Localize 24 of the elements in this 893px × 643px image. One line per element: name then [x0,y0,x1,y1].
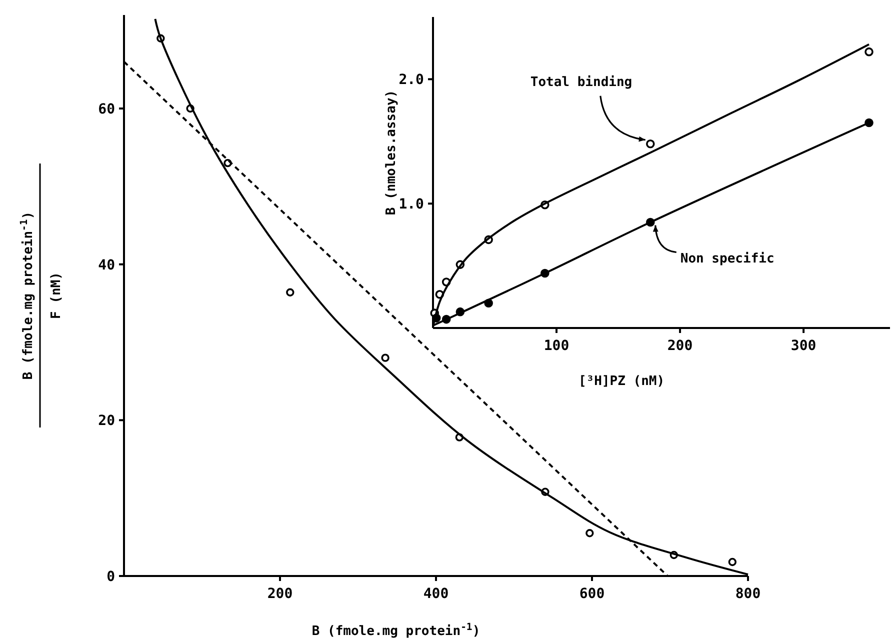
x-axis-title: [³H]PZ (nM) [578,374,665,389]
x-axis-title: B (fmole.mg protein$^{-1}$) [312,622,480,639]
x-tick-label: 200 [667,338,693,354]
annotation: Non specific [680,251,774,266]
y-tick-label: 60 [98,102,115,118]
y-axis-title: B (nmoles.assay) [384,90,399,216]
x-tick-label: 800 [735,586,761,602]
x-tick-label: 300 [790,338,816,354]
x-tick-label: 200 [267,586,293,602]
y-tick-label: 2.0 [398,72,424,88]
annotation: Total binding [530,74,632,90]
point [646,139,655,148]
y-tick-label: 40 [98,257,115,274]
x-tick-label: 100 [544,338,570,354]
x-tick-label: 400 [423,586,449,602]
point [381,354,390,362]
point [864,47,874,56]
x-tick-label: 600 [579,586,605,602]
y-tick-label: 0 [106,569,115,585]
point [286,288,294,296]
point [728,558,736,566]
y-tick-label: 20 [98,413,115,430]
point [586,529,594,538]
y-tick-label: 1.0 [398,196,424,213]
